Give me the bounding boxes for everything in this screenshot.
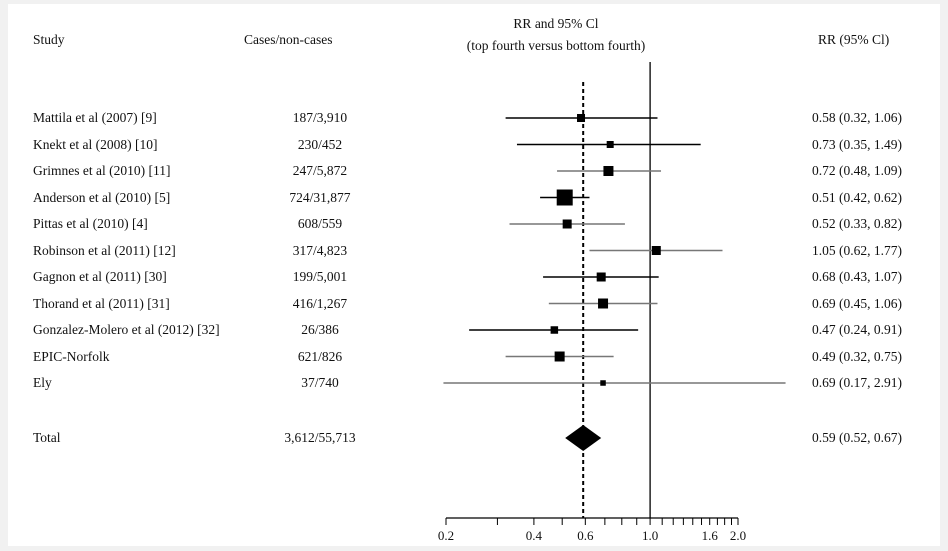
x-tick-label: 0.2	[438, 528, 454, 543]
point-estimate-marker	[600, 380, 606, 386]
point-estimate-marker	[577, 114, 586, 122]
study-label: Gagnon et al (2011) [30]	[33, 269, 167, 284]
study-rr-text: 0.68 (0.43, 1.07)	[812, 269, 902, 284]
study-label: Mattila et al (2007) [9]	[33, 110, 157, 125]
point-estimate-marker	[596, 272, 606, 282]
study-cases: 724/31,877	[289, 189, 351, 205]
study-label: Robinson et al (2011) [12]	[33, 242, 176, 258]
study-label: Anderson et al (2010) [5]	[33, 189, 171, 205]
header-cases: Cases/non-cases	[244, 32, 333, 47]
total-label: Total	[33, 430, 61, 445]
study-label: EPIC-Norfolk	[33, 348, 110, 364]
figure-panel	[8, 4, 940, 546]
study-rr-text: 0.58 (0.32, 1.06)	[812, 110, 902, 125]
header-effect-line2: (top fourth versus bottom fourth)	[466, 38, 646, 53]
study-cases: 230/452	[297, 136, 343, 152]
study-label: Grimnes et al (2010) [11]	[33, 163, 171, 178]
point-estimate-marker	[550, 326, 559, 334]
point-estimate-marker	[603, 166, 614, 176]
total-cases: 3,612/55,713	[284, 430, 356, 445]
study-rr-text: 0.72 (0.48, 1.09)	[812, 163, 902, 178]
header-study: Study	[33, 32, 65, 47]
study-cases: 317/4,823	[292, 242, 348, 258]
point-estimate-marker	[651, 246, 661, 255]
study-cases: 608/559	[297, 216, 343, 231]
study-label: Ely	[33, 375, 52, 390]
header-effect-line1: RR and 95% Cl	[513, 16, 599, 31]
point-estimate-marker	[606, 141, 614, 148]
point-estimate-marker	[554, 351, 565, 362]
point-estimate-marker	[598, 298, 609, 309]
study-rr-text: 0.73 (0.35, 1.49)	[812, 136, 902, 152]
study-rr-text: 0.49 (0.32, 0.75)	[812, 348, 902, 364]
x-tick-label: 0.4	[526, 528, 543, 543]
point-estimate-marker	[562, 219, 572, 229]
study-cases: 187/3,910	[292, 110, 348, 125]
study-rr-text: 0.69 (0.45, 1.06)	[812, 295, 902, 311]
study-label: Thorand et al (2011) [31]	[33, 295, 170, 311]
study-cases: 26/386	[301, 322, 339, 337]
x-tick-label: 2.0	[730, 528, 746, 543]
x-tick-label: 1.0	[642, 528, 658, 543]
study-cases: 416/1,267	[292, 295, 348, 311]
study-label: Pittas et al (2010) [4]	[33, 216, 148, 231]
study-cases: 621/826	[297, 348, 343, 364]
study-rr-text: 0.51 (0.42, 0.62)	[812, 189, 902, 205]
study-label: Knekt et al (2008) [10]	[33, 136, 158, 152]
x-tick-label: 1.6	[702, 528, 719, 543]
study-cases: 199/5,001	[292, 269, 348, 284]
total-rr-text: 0.59 (0.52, 0.67)	[812, 430, 902, 445]
study-rr-text: 1.05 (0.62, 1.77)	[812, 242, 902, 258]
x-tick-label: 0.6	[577, 528, 594, 543]
point-estimate-marker	[556, 189, 573, 206]
pooled-diamond	[565, 425, 602, 451]
study-rr-text: 0.47 (0.24, 0.91)	[812, 322, 902, 337]
study-cases: 247/5,872	[292, 163, 348, 178]
study-rr-text: 0.69 (0.17, 2.91)	[812, 375, 902, 390]
study-cases: 37/740	[301, 375, 339, 390]
study-label: Gonzalez-Molero et al (2012) [32]	[33, 322, 220, 337]
study-rr-text: 0.52 (0.33, 0.82)	[812, 216, 902, 231]
header-rr: RR (95% Cl)	[818, 32, 890, 47]
